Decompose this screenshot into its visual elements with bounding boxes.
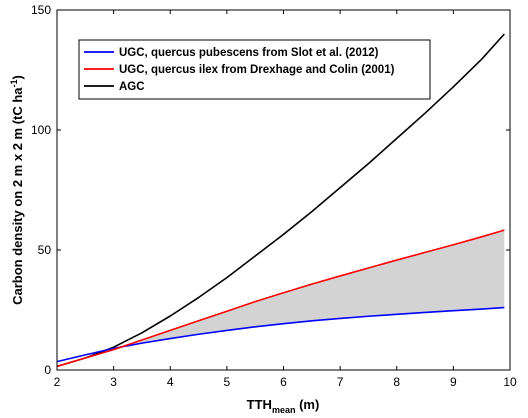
x-axis-title: TTHmean (m) bbox=[247, 397, 320, 415]
x-axis-title-subscript: mean bbox=[272, 405, 296, 415]
x-tick-label: 7 bbox=[337, 375, 344, 389]
y-tick-label: 0 bbox=[44, 363, 51, 377]
y-axis-title-superscript: -1 bbox=[9, 79, 19, 87]
y-axis-title-main: Carbon density on 2 m x 2 m (tC ha bbox=[10, 87, 25, 305]
x-tick-label: 5 bbox=[224, 375, 231, 389]
shaded-region bbox=[113, 230, 505, 350]
x-tick-label: 6 bbox=[280, 375, 287, 389]
shaded-region-layer bbox=[113, 230, 505, 350]
legend-label-1: UGC, quercus pubescens from Slot et al. … bbox=[119, 47, 379, 59]
series-line-1 bbox=[56, 229, 505, 368]
y-tick-label: 50 bbox=[38, 243, 52, 257]
x-tick-label: 2 bbox=[54, 375, 61, 389]
x-tick-label: 4 bbox=[167, 375, 174, 389]
x-axis-title-main: TTH bbox=[247, 397, 272, 412]
x-tick-label: 8 bbox=[393, 375, 400, 389]
legend-label-3: AGC bbox=[119, 81, 145, 93]
series-line-0 bbox=[56, 306, 505, 363]
x-axis-title-unit: (m) bbox=[295, 397, 319, 412]
legend-box bbox=[78, 39, 431, 100]
y-axis-title-close: ) bbox=[10, 75, 25, 79]
y-axis-title: Carbon density on 2 m x 2 m (tC ha-1) bbox=[9, 75, 25, 305]
series-layer bbox=[56, 33, 505, 368]
legend-label-2: UGC, quercus ilex from Drexhage and Coli… bbox=[119, 64, 395, 76]
x-tick-label: 10 bbox=[503, 375, 517, 389]
y-tick-label: 150 bbox=[31, 3, 51, 17]
y-tick-label: 100 bbox=[31, 123, 51, 137]
x-tick-label: 3 bbox=[110, 375, 117, 389]
series-line-2 bbox=[56, 33, 505, 368]
legend: UGC, quercus pubescens from Slot et al. … bbox=[78, 39, 431, 100]
x-tick-label: 9 bbox=[450, 375, 457, 389]
